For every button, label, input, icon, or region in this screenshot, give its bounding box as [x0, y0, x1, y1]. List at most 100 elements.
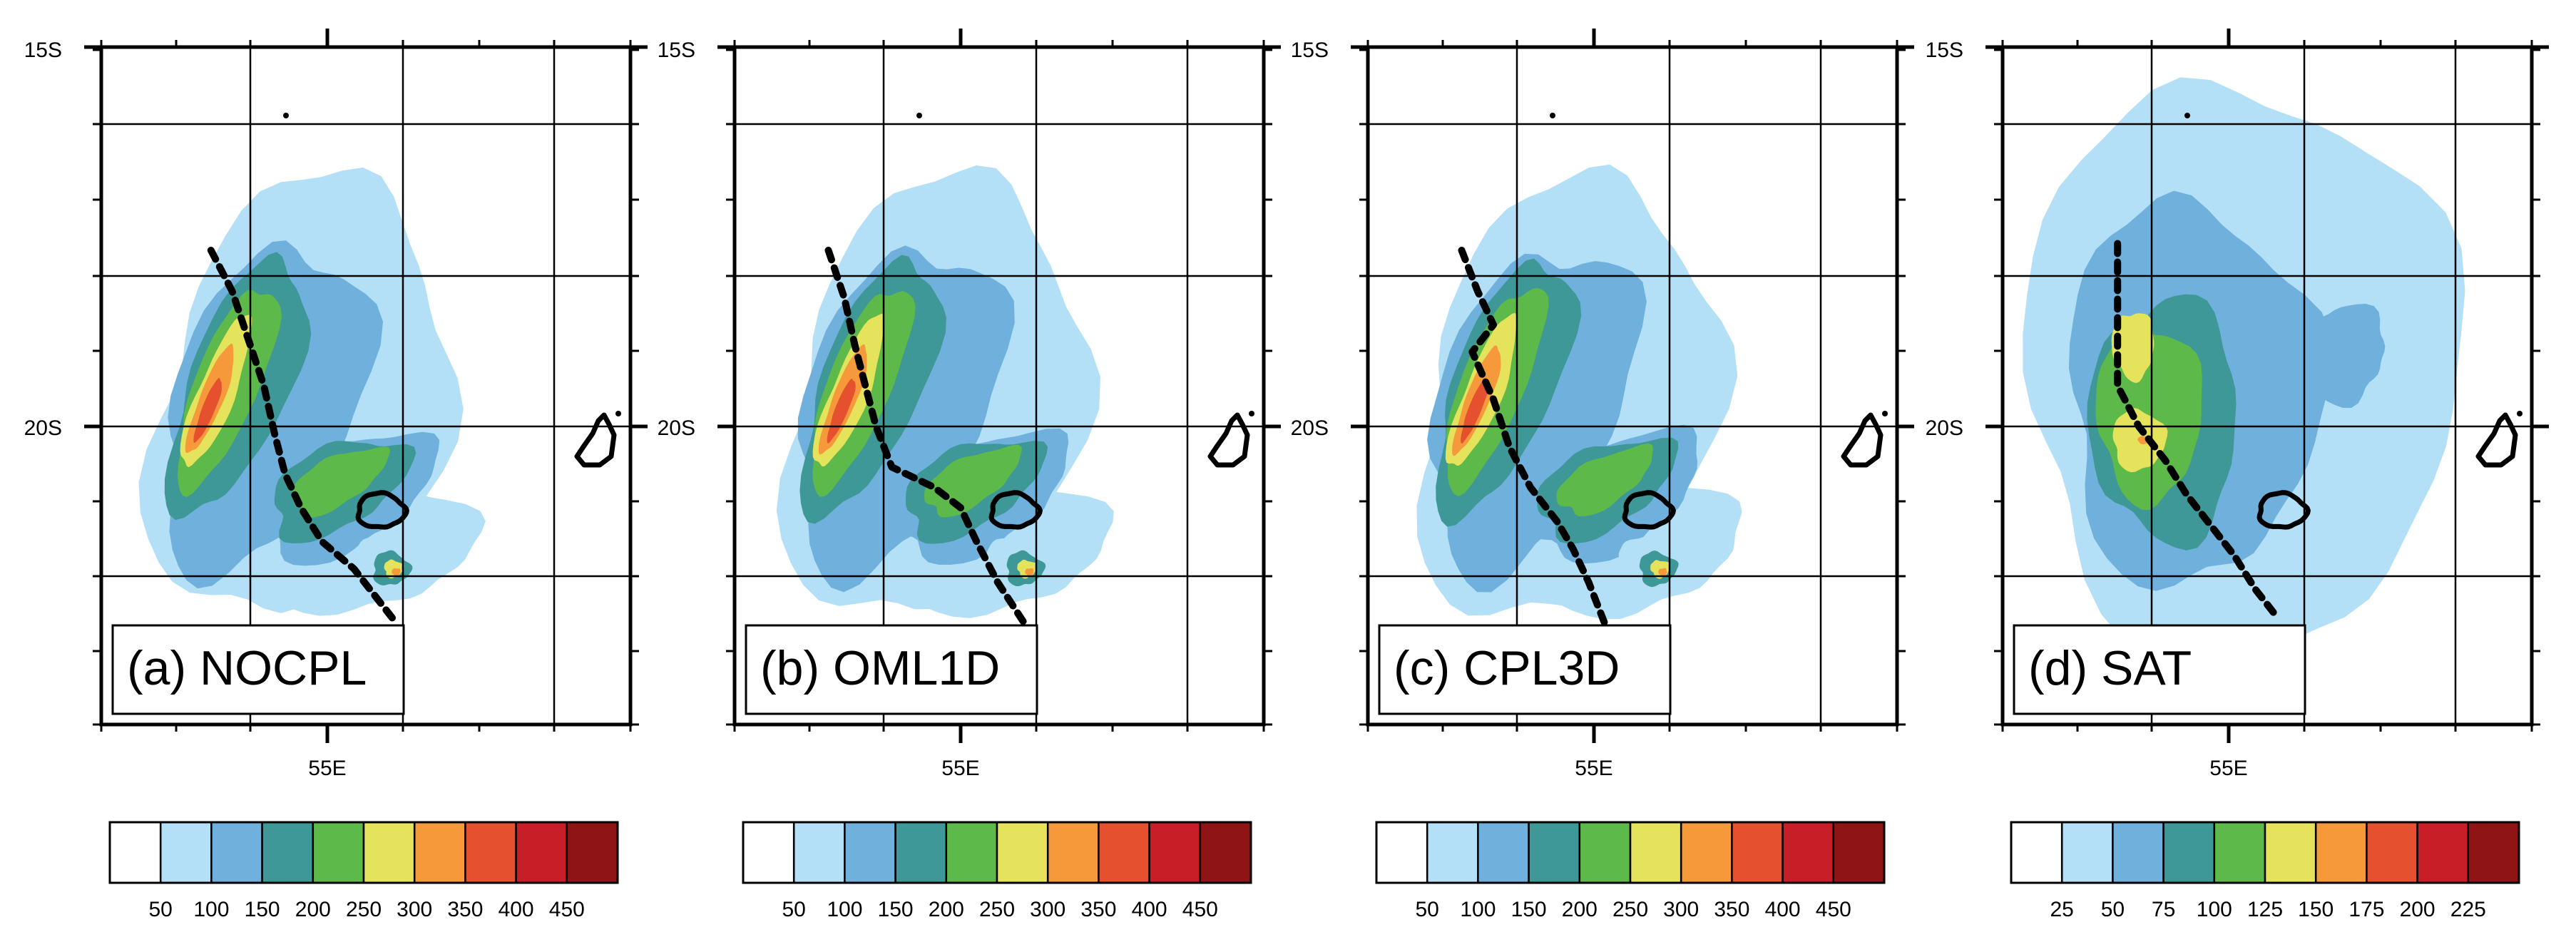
colorbar-cell [2112, 821, 2164, 884]
colorbar-tick-label: 300 [397, 898, 432, 921]
colorbar-tick-label: 150 [245, 898, 280, 921]
panel-label: (b) OML1D [745, 624, 1038, 715]
colorbar-cell [2213, 821, 2266, 884]
panel-label-box [745, 624, 1038, 715]
colorbar-cell [515, 821, 568, 884]
lat-label-15s: 15S [1291, 39, 1329, 62]
mauritius-island-outline [574, 412, 617, 468]
lon-label-55e: 55E [308, 757, 346, 780]
rainfall-contour-level [1556, 443, 1653, 517]
lon-label-55e: 55E [2209, 757, 2247, 780]
colorbar-tick-label: 100 [1460, 898, 1496, 921]
colorbar-cell [261, 821, 315, 884]
panel-label-box [2013, 624, 2306, 715]
colorbar-cell [210, 821, 263, 884]
colorbar-frame [1375, 821, 1886, 884]
colorbar-cell [2162, 821, 2216, 884]
colorbar: 50 100 150 200 250 300 350 400 450 [742, 821, 1252, 921]
rodrigues-dot [1249, 411, 1254, 416]
cyclone-track-line [2114, 240, 2280, 620]
colorbar: 50 100 150 200 250 300 350 400 450 [108, 821, 619, 921]
colorbar-cell [2366, 821, 2418, 884]
panel-label-text: (c) CPL3D [1394, 641, 1620, 695]
colorbar-cell [1199, 821, 1252, 884]
colorbar-cell [2416, 821, 2470, 884]
colorbar-tick-label: 200 [929, 898, 964, 921]
colorbar-cell [159, 821, 213, 884]
colorbar-tick-label: 300 [1663, 898, 1699, 921]
colorbar-tick-label: 350 [1714, 898, 1749, 921]
colorbar-tick-label: 350 [447, 898, 483, 921]
lat-label-15s: 15S [658, 39, 695, 62]
colorbar-cell [1782, 821, 1835, 884]
colorbar-tick-label: 200 [1562, 898, 1598, 921]
panel-b: (b) OML1D 15S 20S 55E 50 100 150 200 250 300 350 40… [658, 29, 1281, 921]
lon-label-55e: 55E [1575, 757, 1612, 780]
colorbar-tick-label: 250 [346, 898, 382, 921]
colorbar-tick-label: 50 [149, 898, 173, 921]
lat-label-20s: 20S [24, 416, 62, 440]
colorbar-cell [1477, 821, 1530, 884]
tromelin-dot [1550, 113, 1555, 118]
colorbar-frame [108, 821, 619, 884]
colorbar-cell [312, 821, 365, 884]
panel-label-text: (b) OML1D [760, 641, 1000, 695]
lat-label-15s: 15S [24, 39, 62, 62]
rainfall-contour-level [1461, 379, 1490, 444]
mauritius-island-outline [2475, 412, 2518, 468]
map-frame [2000, 45, 2534, 727]
colorbar-tick-label: 75 [2152, 898, 2175, 921]
colorbar-tick-label: 200 [2400, 898, 2436, 921]
map-area [2003, 47, 2532, 725]
colorbar-cell [792, 821, 846, 884]
colorbar-cell [464, 821, 517, 884]
colorbar-cell [1375, 821, 1428, 884]
panel-a: (a) NOCPL 15S 20S 55E 50 100 150 200 250 300 350 40… [24, 29, 648, 921]
colorbar-tick-label: 250 [1612, 898, 1648, 921]
colorbar-cell [2467, 821, 2520, 884]
colorbar-frame [2010, 821, 2520, 884]
colorbar-tick-label: 200 [295, 898, 331, 921]
colorbar: 50 100 150 200 250 300 350 400 450 [1375, 821, 1886, 921]
colorbar-cell [413, 821, 466, 884]
map-area [735, 47, 1264, 725]
islands [916, 113, 1254, 530]
colorbar-tick-label: 125 [2247, 898, 2283, 921]
colorbar-cell [742, 821, 795, 884]
panel-label: (d) SAT [2013, 624, 2306, 715]
colorbar-tick-label: 150 [878, 898, 914, 921]
rainfall-contour-level [2247, 560, 2374, 617]
colorbar-tick-label: 175 [2348, 898, 2384, 921]
reunion-island-outline [1622, 490, 1676, 530]
rainfall-contour-level [1658, 568, 1667, 577]
colorbar-tick-label: 150 [2298, 898, 2334, 921]
colorbar-tick-label: 450 [1816, 898, 1851, 921]
rainfall-contour-level [2111, 313, 2155, 384]
colorbar-tick-label: 25 [2050, 898, 2074, 921]
colorbar-cell [362, 821, 416, 884]
islands [2184, 113, 2523, 530]
lon-label-55e: 55E [941, 757, 979, 780]
colorbar-cell [996, 821, 1049, 884]
colorbar-cell [1578, 821, 1632, 884]
map-area [1368, 47, 1897, 725]
rodrigues-dot [615, 411, 621, 416]
colorbar-cell [945, 821, 998, 884]
lat-label-20s: 20S [658, 416, 695, 440]
colorbar-tick-label: 100 [193, 898, 229, 921]
colorbar-tick-label: 50 [1416, 898, 1439, 921]
panel-d: (d) SAT 15S 20S 55E 25 50 75 100 125 150 175 200 225 [1926, 29, 2549, 921]
panel-c: (c) CPL3D 15S 20S 55E 50 100 150 200 250 300 350 40… [1291, 29, 1914, 921]
map-frame [732, 45, 1266, 727]
cyclone-track-line [1458, 247, 1608, 627]
axis-ticks [1351, 29, 1914, 743]
colorbar-tick-label: 100 [2197, 898, 2232, 921]
lat-label-20s: 20S [1291, 416, 1329, 440]
panel-label-text: (a) NOCPL [127, 641, 367, 695]
colorbar-tick-label: 225 [2450, 898, 2486, 921]
tromelin-dot [916, 113, 922, 118]
colorbar-tick-label: 350 [1080, 898, 1116, 921]
reunion-island-outline [2256, 490, 2311, 530]
panel-label-text: (d) SAT [2028, 641, 2192, 695]
colorbar-cell [1098, 821, 1150, 884]
